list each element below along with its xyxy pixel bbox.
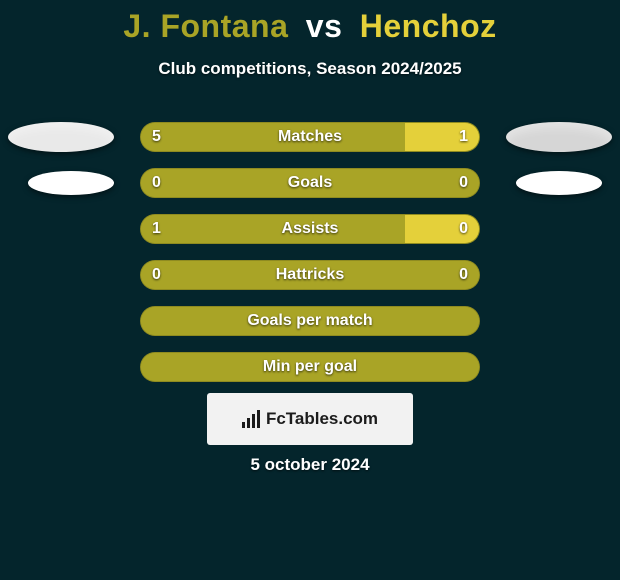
stat-bar-track: [140, 260, 480, 290]
stat-value-right: 0: [459, 168, 468, 198]
brand-badge: FcTables.com: [207, 393, 413, 445]
stat-bar-track: [140, 352, 480, 382]
stat-value-left: 5: [152, 122, 161, 152]
stat-bar-left: [141, 261, 479, 289]
stat-value-right: 0: [459, 214, 468, 244]
player1-badge: [8, 122, 114, 152]
stat-bar-left: [141, 215, 405, 243]
stat-bar-left: [141, 353, 479, 381]
stat-bar-track: [140, 168, 480, 198]
stat-row: Hattricks00: [0, 260, 620, 290]
player2-badge: [516, 171, 602, 195]
date-label: 5 october 2024: [0, 455, 620, 475]
stat-row: Goals per match: [0, 306, 620, 336]
stat-bar-left: [141, 307, 479, 335]
stat-row: Matches51: [0, 122, 620, 152]
stat-row: Min per goal: [0, 352, 620, 382]
brand-logo-icon: [242, 410, 260, 428]
stat-value-left: 1: [152, 214, 161, 244]
stat-row: Assists10: [0, 214, 620, 244]
stat-bar-track: [140, 214, 480, 244]
subtitle: Club competitions, Season 2024/2025: [0, 59, 620, 79]
comparison-card: J. Fontana vs Henchoz Club competitions,…: [0, 0, 620, 580]
player1-name: J. Fontana: [123, 8, 288, 44]
stat-rows: Matches51Goals00Assists10Hattricks00Goal…: [0, 122, 620, 398]
stat-bar-track: [140, 306, 480, 336]
stat-bar-left: [141, 123, 405, 151]
page-title: J. Fontana vs Henchoz: [0, 0, 620, 45]
stat-value-left: 0: [152, 168, 161, 198]
stat-row: Goals00: [0, 168, 620, 198]
stat-bar-track: [140, 122, 480, 152]
player2-badge: [506, 122, 612, 152]
player1-badge: [28, 171, 114, 195]
stat-value-left: 0: [152, 260, 161, 290]
stat-bar-left: [141, 169, 479, 197]
title-vs: vs: [306, 8, 343, 44]
stat-value-right: 0: [459, 260, 468, 290]
brand-text: FcTables.com: [266, 409, 378, 429]
player2-name: Henchoz: [360, 8, 497, 44]
stat-value-right: 1: [459, 122, 468, 152]
